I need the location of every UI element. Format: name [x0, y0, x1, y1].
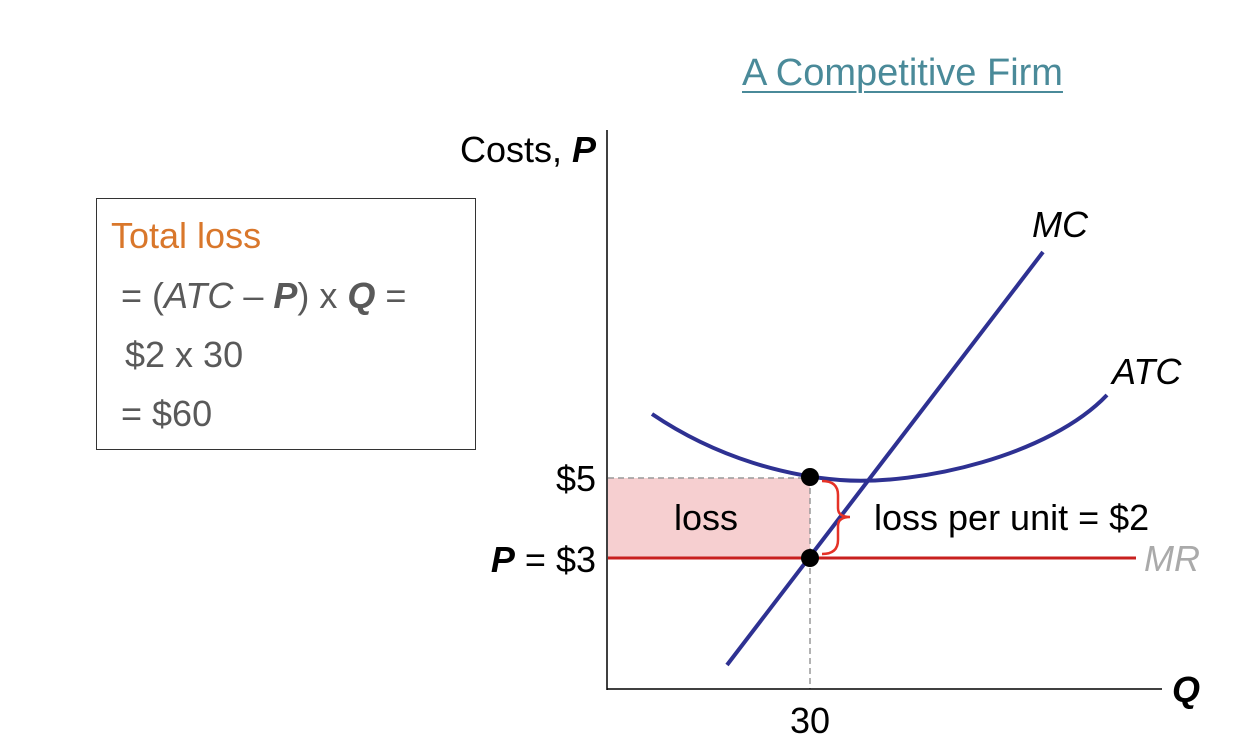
mc-curve: [725, 250, 1045, 667]
atc-curve: [650, 393, 1109, 483]
atc-point: [801, 468, 819, 486]
x-tick-30: 30: [790, 700, 830, 741]
loss-per-unit-brace: [821, 479, 851, 556]
formula-q: Q: [347, 275, 376, 316]
mr-label: MR: [1144, 538, 1200, 579]
y-tick-price: P = $3: [491, 539, 596, 580]
y-tick-atc: $5: [556, 458, 596, 499]
formula-mid: ) x: [297, 275, 348, 316]
formula-suffix: =: [375, 275, 407, 316]
y-axis-label: Costs, P: [460, 129, 597, 170]
formula-prefix: = (: [121, 275, 165, 316]
atc-label: ATC: [1110, 351, 1182, 392]
price-point: [801, 549, 819, 567]
diagram-title: A Competitive Firm: [742, 52, 1063, 94]
mc-label: MC: [1032, 204, 1089, 245]
formula-p: P: [273, 275, 298, 316]
formula-line-2: $2 x 30: [125, 334, 244, 375]
formula-line-1: = (ATC – P) x Q =: [121, 275, 406, 317]
formula-heading: Total loss: [111, 215, 262, 256]
loss-area-label: loss: [674, 497, 738, 538]
total-loss-formula-box: Total loss = (ATC – P) x Q = $2 x 30 = $…: [96, 198, 476, 450]
loss-area: [608, 478, 810, 558]
formula-minus: –: [233, 275, 274, 316]
loss-per-unit-label: loss per unit = $2: [874, 497, 1149, 538]
formula-atc: ATC: [164, 275, 234, 316]
x-axis-label: Q: [1172, 669, 1200, 710]
formula-line-3: = $60: [121, 393, 213, 434]
